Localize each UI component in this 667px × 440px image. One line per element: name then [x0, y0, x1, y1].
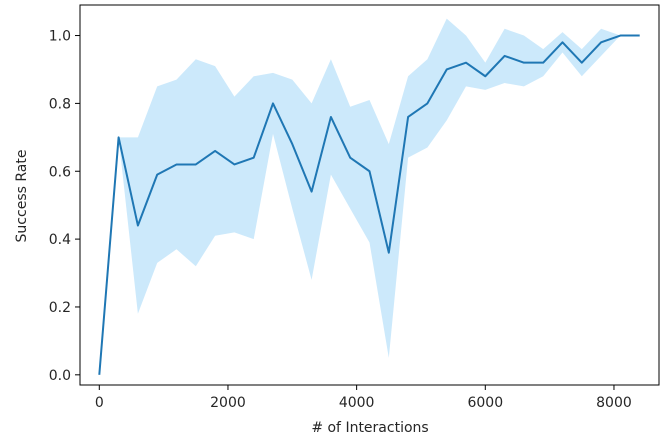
- x-tick-label: 4000: [339, 395, 375, 411]
- data-point: [426, 102, 428, 104]
- x-tick-label: 6000: [467, 395, 503, 411]
- success-rate-line-0: [98, 34, 640, 375]
- data-point: [465, 62, 467, 64]
- y-tick-label: 0.8: [49, 96, 71, 112]
- y-tick-label: 0.0: [49, 368, 71, 384]
- x-axis-label: # of Interactions: [311, 420, 428, 436]
- data-point: [446, 68, 448, 70]
- data-point: [619, 35, 621, 37]
- data-point: [311, 191, 313, 193]
- data-point: [233, 163, 235, 165]
- data-point: [214, 150, 216, 152]
- y-tick-label: 0.6: [49, 164, 71, 180]
- data-point: [118, 136, 120, 138]
- data-point: [484, 75, 486, 77]
- plot-frame: [79, 4, 660, 386]
- data-point: [330, 116, 332, 118]
- confidence-band-0: [99, 18, 640, 375]
- data-point: [600, 41, 602, 43]
- y-tick-label: 0.2: [49, 300, 71, 316]
- x-tick-label: 0: [95, 395, 104, 411]
- data-point: [407, 116, 409, 118]
- x-tick-label: 2000: [210, 395, 246, 411]
- data-point: [98, 374, 100, 376]
- data-point: [349, 157, 351, 159]
- y-tick-label: 1.0: [49, 29, 71, 45]
- data-point: [195, 163, 197, 165]
- data-point: [253, 157, 255, 159]
- y-tick-label: 0.4: [49, 232, 71, 248]
- data-point: [137, 225, 139, 227]
- data-point: [176, 163, 178, 165]
- data-point: [523, 62, 525, 64]
- data-point: [388, 252, 390, 254]
- data-point: [504, 55, 506, 57]
- y-axis-label: Success Rate: [14, 150, 30, 243]
- data-point: [272, 102, 274, 104]
- data-point: [639, 35, 641, 37]
- data-point: [581, 62, 583, 64]
- data-point: [369, 170, 371, 172]
- data-point: [291, 143, 293, 145]
- data-point: [542, 62, 544, 64]
- data-point: [156, 174, 158, 176]
- data-point: [562, 41, 564, 43]
- x-tick-label: 8000: [596, 395, 632, 411]
